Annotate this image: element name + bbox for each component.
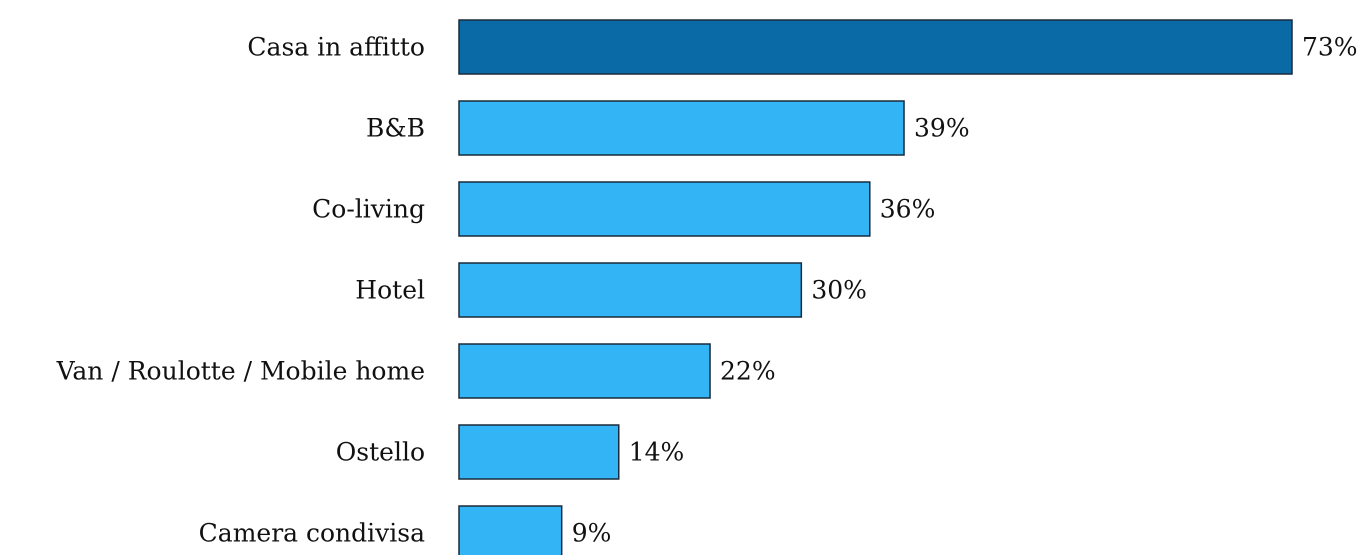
value-label-4: 22%: [720, 357, 776, 386]
category-label-3: Hotel: [355, 276, 425, 305]
category-label-2: Co-living: [312, 195, 425, 224]
value-label-3: 30%: [811, 276, 867, 305]
category-label-0: Casa in affitto: [247, 33, 425, 62]
category-label-4: Van / Roulotte / Mobile home: [56, 357, 425, 386]
bar-5: [458, 424, 620, 480]
bar-3: [458, 262, 803, 318]
bar-2: [458, 181, 871, 237]
value-label-2: 36%: [880, 195, 936, 224]
value-label-6: 9%: [572, 519, 612, 548]
bar-0: [458, 19, 1293, 75]
value-label-0: 73%: [1302, 33, 1358, 62]
bar-1: [458, 100, 905, 156]
category-label-5: Ostello: [336, 438, 425, 467]
bar-4: [458, 343, 711, 399]
category-label-6: Camera condivisa: [199, 519, 425, 548]
value-label-5: 14%: [629, 438, 685, 467]
value-labels: 73% 39% 36% 30% 22% 14% 9%: [572, 33, 1358, 548]
value-label-1: 39%: [914, 114, 970, 143]
category-label-1: B&B: [366, 114, 425, 143]
bars-layer: [458, 19, 1293, 555]
bar-6: [458, 505, 563, 555]
category-labels: Casa in affitto B&B Co-living Hotel Van / Ro…: [56, 33, 425, 548]
